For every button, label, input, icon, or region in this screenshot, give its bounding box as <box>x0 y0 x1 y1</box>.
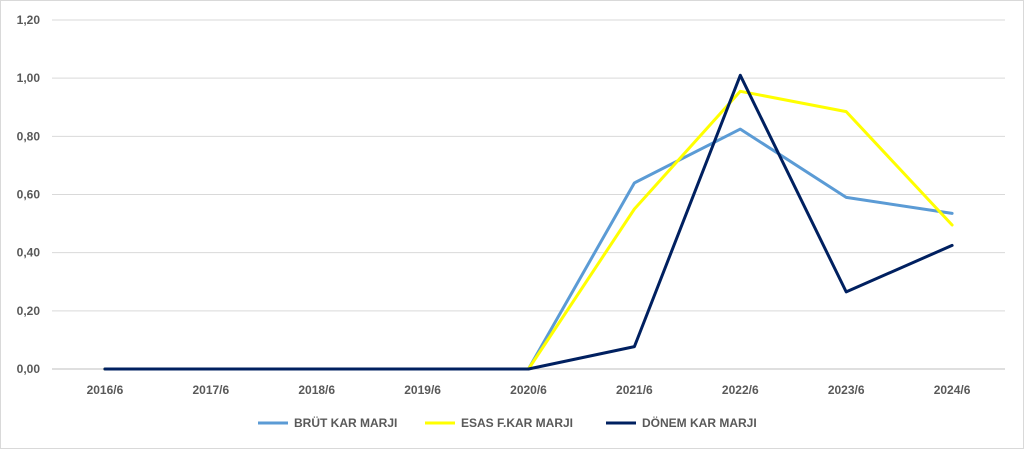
y-axis-ticks: 0,00 0,20 0,40 0,60 0,80 1,00 1,20 <box>17 13 41 376</box>
y-tick-label: 0,80 <box>17 129 41 143</box>
series-line-2 <box>103 89 954 371</box>
x-tick-label: 2017/6 <box>192 383 229 397</box>
x-tick-label: 2020/6 <box>510 383 547 397</box>
x-tick-label: 2024/6 <box>934 383 971 397</box>
x-tick-label: 2023/6 <box>828 383 865 397</box>
legend: BRÜT KAR MARJI ESAS F.KAR MARJI DÖNEM KAR … <box>258 415 757 430</box>
x-tick-label: 2022/6 <box>722 383 759 397</box>
x-tick-label: 2018/6 <box>298 383 335 397</box>
x-tick-label: 2019/6 <box>404 383 441 397</box>
x-axis-ticks: 2016/6 2017/6 2018/6 2019/6 2020/6 2021/6 2022… <box>87 383 971 397</box>
y-tick-label: 0,20 <box>17 304 41 318</box>
gridlines <box>52 19 1005 370</box>
series-lines <box>103 73 954 371</box>
x-tick-label: 2021/6 <box>616 383 653 397</box>
legend-label: ESAS F.KAR MARJI <box>461 416 573 430</box>
y-tick-label: 0,00 <box>17 362 41 376</box>
y-tick-label: 1,00 <box>17 71 41 85</box>
y-tick-label: 0,60 <box>17 188 41 202</box>
x-tick-label: 2016/6 <box>87 383 124 397</box>
y-tick-label: 0,40 <box>17 246 41 260</box>
legend-label: DÖNEM KAR MARJI <box>642 415 757 430</box>
y-tick-label: 1,20 <box>17 13 41 27</box>
series-line-3 <box>103 73 954 371</box>
legend-label: BRÜT KAR MARJI <box>294 415 397 430</box>
